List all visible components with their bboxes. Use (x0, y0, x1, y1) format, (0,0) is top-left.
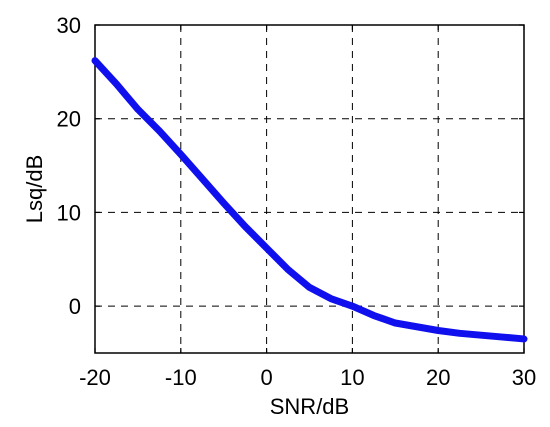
x-axis-label: SNR/dB (270, 394, 349, 419)
series-line-0 (91, 57, 528, 343)
plot-frame (94, 24, 525, 354)
tick-labels: -20 -10 0 10 20 30 0 10 20 30 (57, 13, 537, 390)
y-tick-label: 20 (57, 107, 81, 132)
axis-ticks (94, 24, 525, 353)
x-tick-label: 0 (260, 365, 272, 390)
series-layer (91, 57, 528, 343)
x-tick-label: -10 (165, 365, 197, 390)
x-tick-label: 30 (512, 365, 536, 390)
grid (95, 25, 524, 353)
x-tick-label: -20 (79, 365, 111, 390)
x-tick-label: 10 (340, 365, 364, 390)
y-tick-label: 0 (69, 294, 81, 319)
y-tick-label: 10 (57, 200, 81, 225)
y-axis-label: Lsq/dB (22, 155, 47, 224)
y-tick-label: 30 (57, 13, 81, 38)
x-tick-label: 20 (426, 365, 450, 390)
